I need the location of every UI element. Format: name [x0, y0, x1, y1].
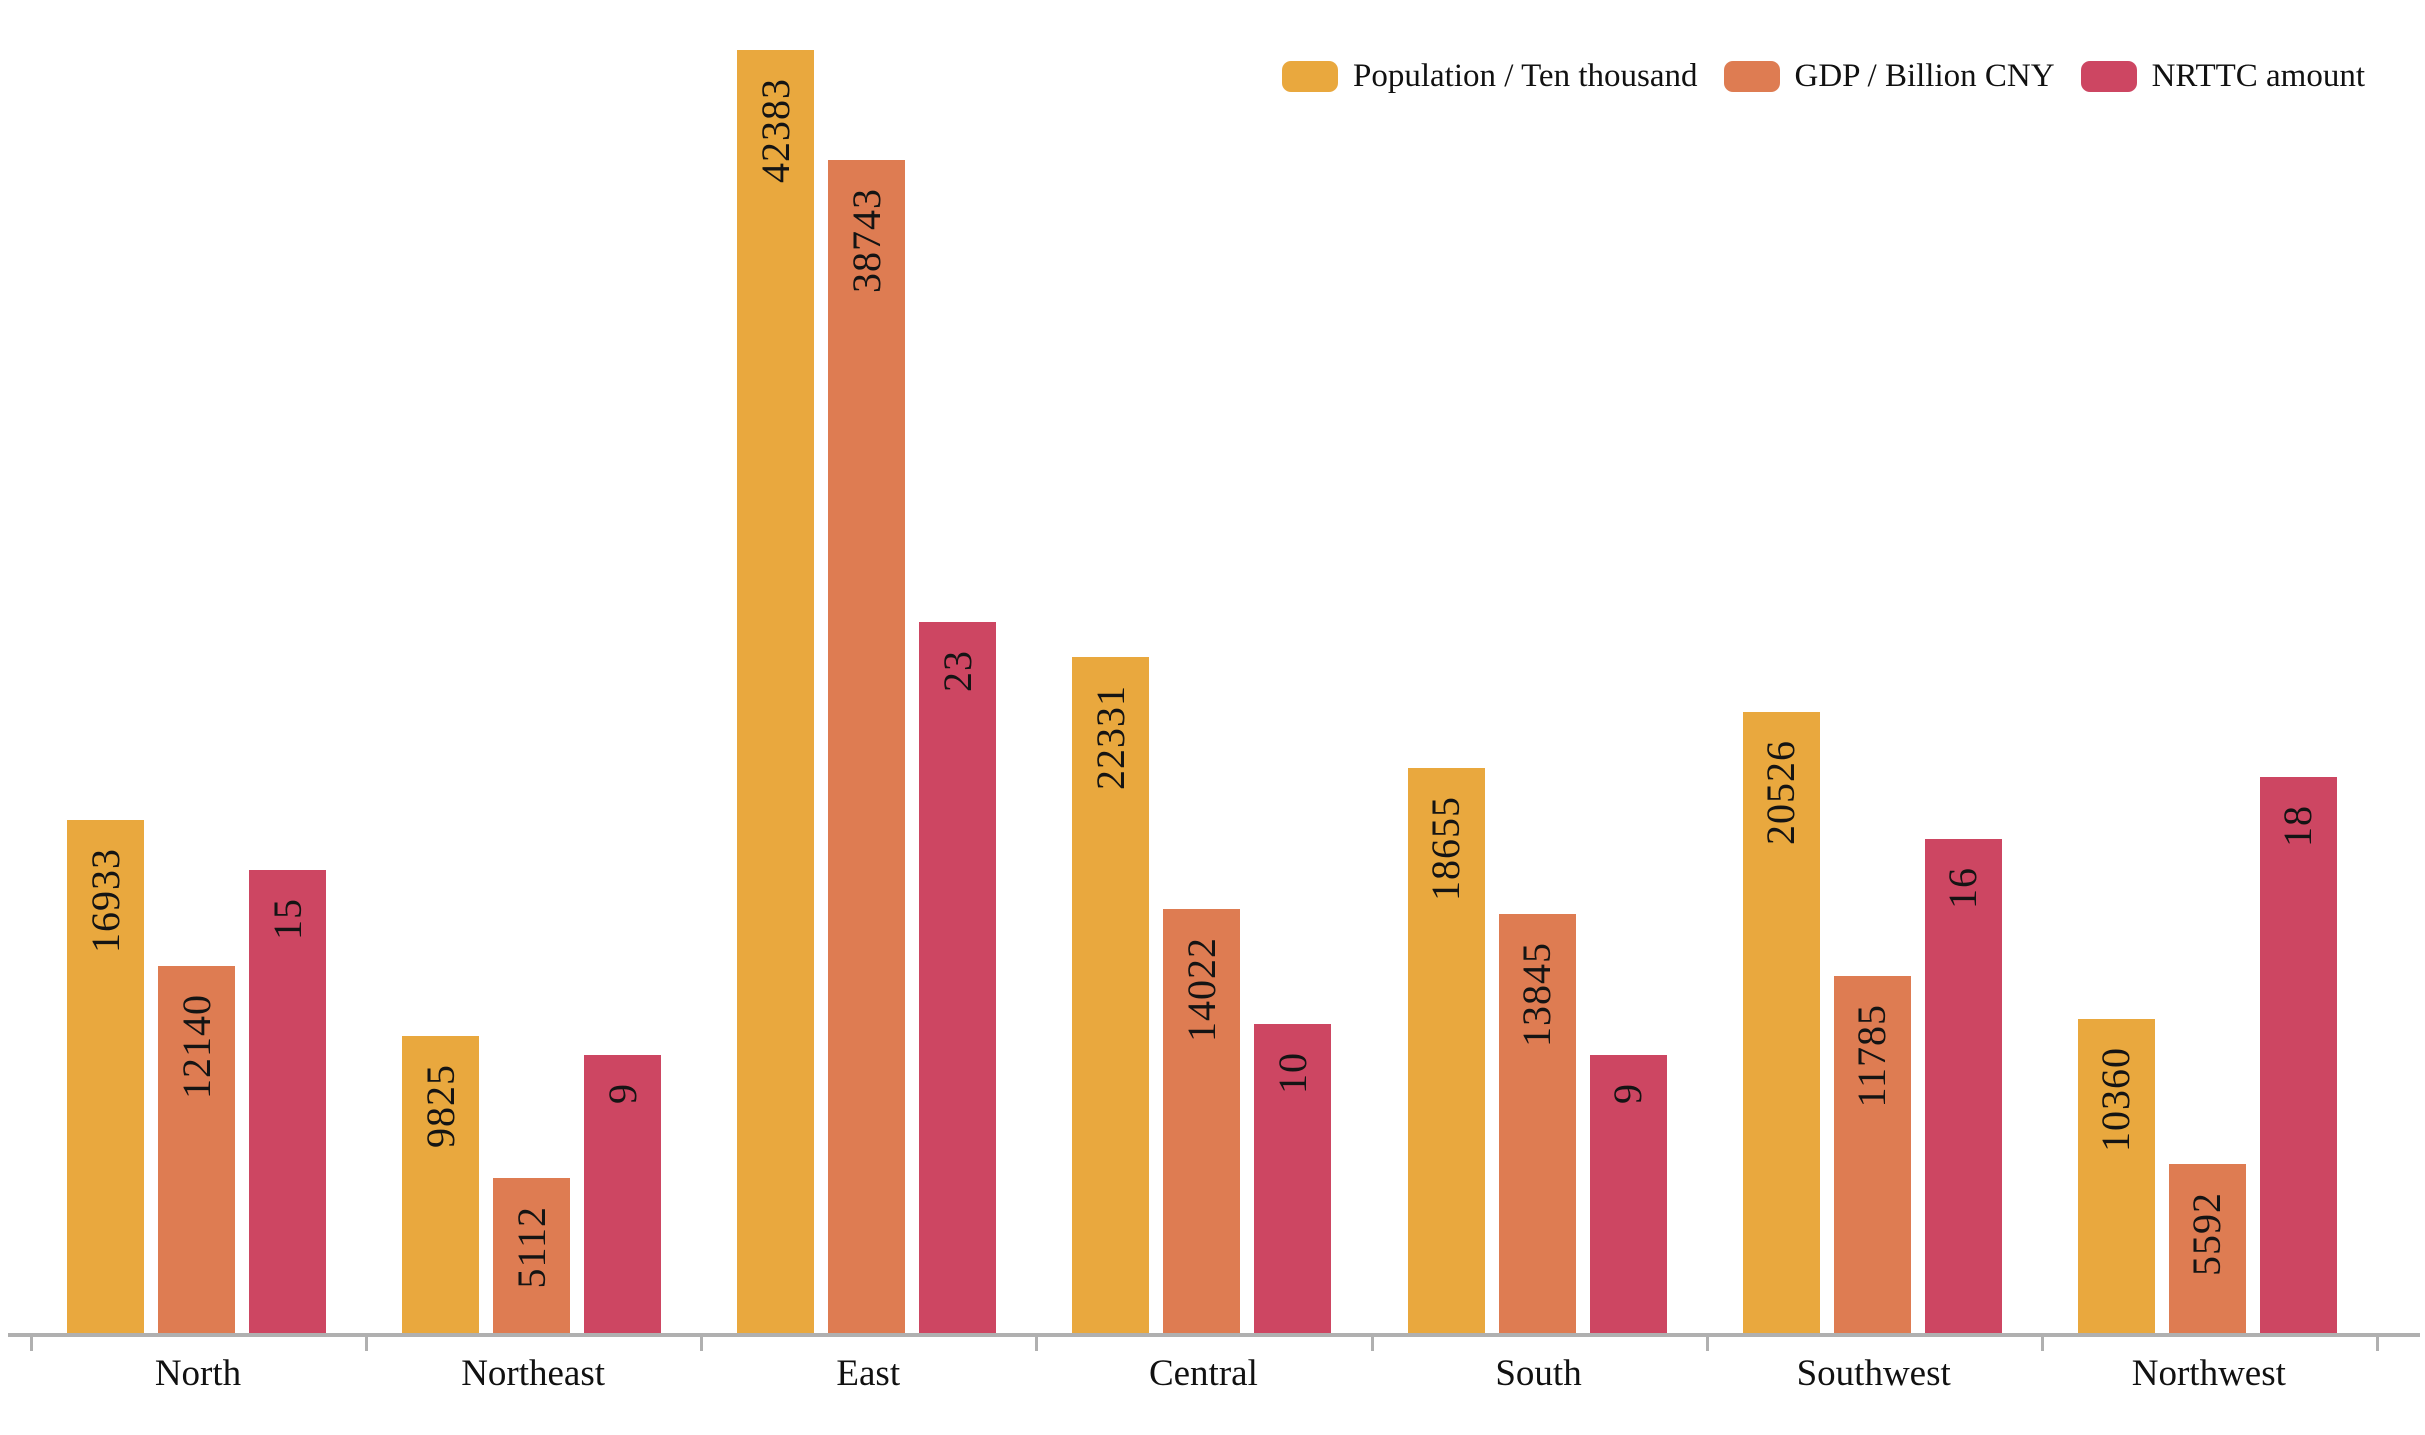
- bar-value-label: 18: [2275, 804, 2321, 847]
- bar-nrttc-south: [1589, 1054, 1667, 1333]
- x-axis-tick: [365, 1335, 369, 1351]
- bar-value-label: 12140: [173, 993, 219, 1099]
- bar-gdp-north: [158, 965, 235, 1333]
- bar-population-northeast: [402, 1035, 480, 1333]
- bar-value-label-wrap: 5592: [2169, 1192, 2246, 1276]
- bar-nrttc-northeast: [584, 1054, 662, 1333]
- x-axis-tick: [2375, 1335, 2379, 1351]
- bar-gdp-northwest: [2168, 1163, 2246, 1333]
- bar-value-label: 9: [599, 1082, 645, 1104]
- legend-item-2[interactable]: NRTTC amount: [2080, 58, 2365, 94]
- bar-value-label-wrap: 10: [1254, 1052, 1331, 1094]
- bar-value-label: 16933: [82, 848, 128, 954]
- category-label: North: [154, 1353, 242, 1394]
- bar-value-label: 5592: [2184, 1191, 2230, 1276]
- bar-value-label: 23: [934, 650, 980, 693]
- bar-population-south: [1407, 768, 1485, 1333]
- bar-value-label-wrap: 16: [1925, 867, 2002, 909]
- bar-value-label-wrap: 13845: [1499, 942, 1576, 1047]
- x-axis-tick: [30, 1335, 33, 1351]
- legend-item-1[interactable]: GDP / Billion CNY: [1723, 58, 2055, 94]
- x-axis-tick: [2040, 1335, 2044, 1351]
- bar-population-central: [1072, 657, 1150, 1333]
- bar-value-label: 16: [1940, 866, 1986, 909]
- x-axis-tick: [1705, 1335, 1709, 1351]
- bar-value-label-wrap: 22331: [1072, 685, 1149, 790]
- bar-value-label-wrap: 5112: [493, 1206, 570, 1289]
- legend-swatch-icon: [1282, 61, 1338, 92]
- bar-value-label: 9: [1605, 1082, 1651, 1104]
- legend-swatch-icon: [2080, 61, 2137, 92]
- bar-population-north: [67, 820, 144, 1333]
- bar-value-label: 42383: [752, 78, 798, 183]
- bar-nrttc-north: [249, 869, 326, 1333]
- bar-value-label-wrap: 10360: [2078, 1047, 2155, 1152]
- bar-value-label: 20526: [1758, 739, 1804, 845]
- bar-value-label-wrap: 20526: [1743, 740, 1820, 845]
- bar-population-northwest: [2077, 1019, 2155, 1333]
- bar-value-label: 10360: [2093, 1047, 2139, 1153]
- bar-nrttc-northwest: [2259, 776, 2337, 1333]
- legend-label: NRTTC amount: [2151, 58, 2365, 94]
- x-axis-line: [8, 1333, 2420, 1337]
- bar-value-label: 11785: [1849, 1004, 1895, 1108]
- category-label: Northeast: [461, 1353, 606, 1394]
- bar-value-label-wrap: 9825: [402, 1064, 479, 1148]
- bar-value-label-wrap: 18655: [1408, 796, 1485, 901]
- bar-value-label-wrap: 42383: [737, 78, 814, 183]
- category-label: Central: [1148, 1353, 1258, 1394]
- bar-value-label-wrap: 9: [584, 1083, 661, 1104]
- bar-value-label-wrap: 38743: [828, 188, 905, 293]
- bar-nrttc-central: [1254, 1024, 1332, 1333]
- category-label: East: [836, 1353, 901, 1394]
- x-axis-tick: [1370, 1335, 1374, 1351]
- category-label: Southwest: [1796, 1353, 1951, 1394]
- bar-value-label-wrap: 11785: [1834, 1004, 1911, 1108]
- bar-value-label-wrap: 16933: [67, 848, 144, 953]
- bar-value-label-wrap: 23: [919, 650, 996, 692]
- legend-label: Population / Ten thousand: [1353, 58, 1698, 94]
- bar-gdp-east: [828, 160, 906, 1333]
- bar-gdp-northeast: [493, 1178, 571, 1333]
- bar-value-label: 38743: [843, 188, 889, 294]
- bar-value-label-wrap: 14022: [1163, 937, 1240, 1042]
- bar-value-label: 5112: [508, 1206, 554, 1289]
- bar-value-label: 13845: [1514, 941, 1560, 1047]
- x-axis-tick: [700, 1335, 704, 1351]
- bar-value-label-wrap: 15: [249, 898, 326, 940]
- category-label: Northwest: [2131, 1353, 2286, 1394]
- bar-value-label: 9825: [417, 1063, 463, 1148]
- bar-value-label-wrap: 12140: [158, 994, 235, 1099]
- x-axis-tick: [1035, 1335, 1039, 1351]
- bar-nrttc-southwest: [1924, 838, 2002, 1333]
- bar-gdp-central: [1163, 908, 1241, 1333]
- bar-gdp-south: [1498, 913, 1576, 1333]
- legend-item-0[interactable]: Population / Ten thousand: [1282, 60, 1698, 93]
- bar-value-label-wrap: 18: [2260, 805, 2337, 847]
- bar-value-label: 22331: [1087, 685, 1133, 790]
- legend-label: GDP / Billion CNY: [1794, 58, 2055, 94]
- bar-population-southwest: [1742, 711, 1820, 1333]
- legend-swatch-icon: [1723, 61, 1780, 92]
- bar-value-label: 10: [1269, 1052, 1315, 1094]
- bar-nrttc-east: [919, 622, 997, 1333]
- bar-gdp-southwest: [1833, 976, 1911, 1333]
- bar-value-label: 14022: [1178, 936, 1224, 1042]
- chart-legend: Population / Ten thousand GDP / Billion C…: [1282, 60, 2365, 93]
- bar-population-east: [737, 50, 815, 1333]
- bar-value-label-wrap: 9: [1590, 1083, 1667, 1104]
- bar-value-label: 15: [264, 897, 310, 940]
- bar-value-label: 18655: [1423, 796, 1469, 902]
- category-label: South: [1495, 1353, 1582, 1394]
